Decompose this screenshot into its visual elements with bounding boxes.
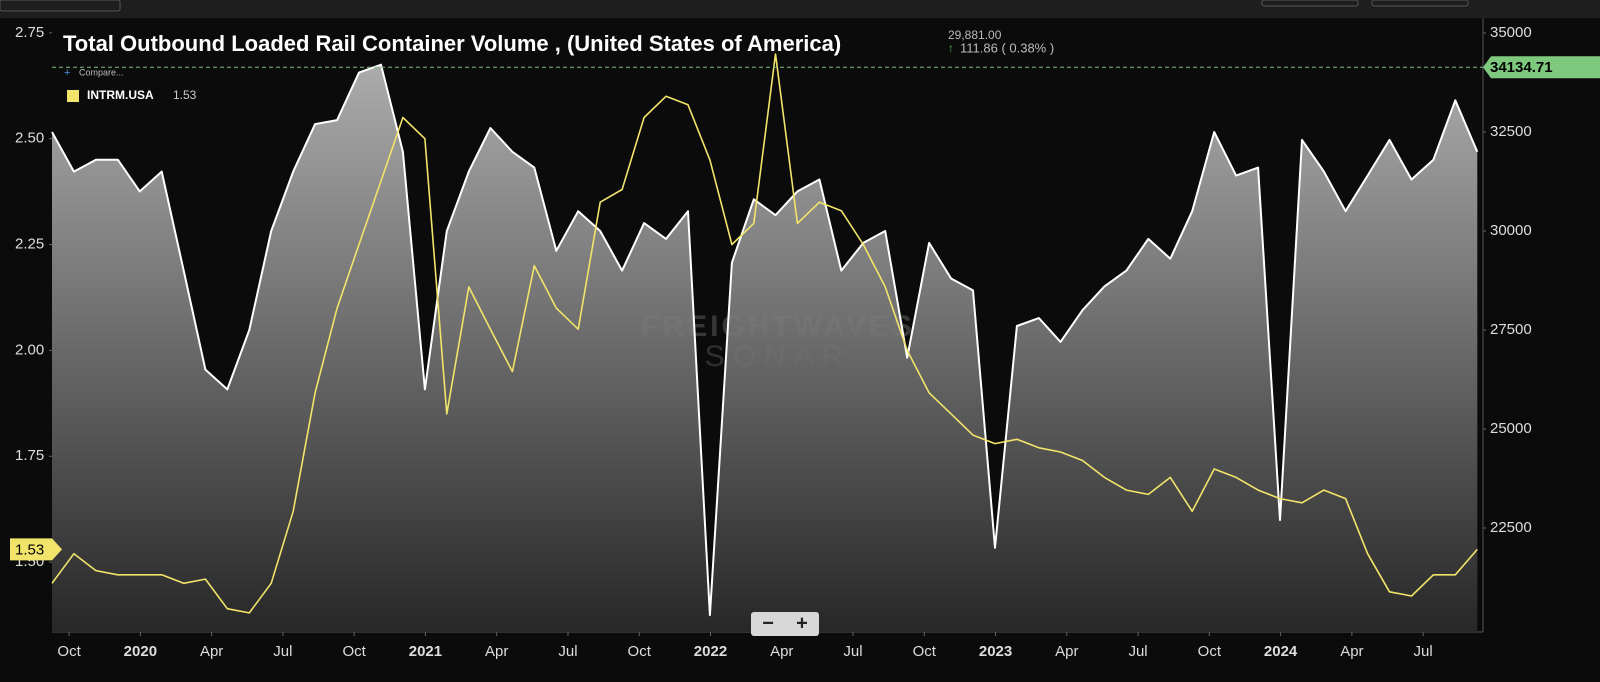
x-tick-label: Jul xyxy=(1128,643,1147,660)
x-tick-label: 2023 xyxy=(979,643,1012,660)
x-tick-label: 2022 xyxy=(694,643,727,660)
y2-tick-label: 32500 xyxy=(1490,123,1532,140)
legend-name: INTRM.USA xyxy=(87,88,154,102)
y2-tick-label: 30000 xyxy=(1490,222,1532,239)
compare-label[interactable]: Compare... xyxy=(79,67,124,77)
x-tick-label: Apr xyxy=(1340,643,1363,660)
top-bar xyxy=(0,0,1600,18)
toolbar-button[interactable] xyxy=(0,0,121,12)
reference-tag xyxy=(1483,56,1600,79)
x-tick-label: Jul xyxy=(843,643,862,660)
zoom-in[interactable]: + xyxy=(796,612,808,634)
reference-label: 34134.71 xyxy=(1490,59,1553,76)
y-tick-label: 1.75 xyxy=(15,447,44,464)
y-tick-label: 2.50 xyxy=(15,130,44,147)
header-value: 29,881.00 xyxy=(948,28,1002,42)
plot-area: 1.501.752.002.252.502.752250025000275003… xyxy=(10,18,1600,660)
line xyxy=(51,53,1478,614)
compare-icon[interactable]: + xyxy=(64,67,70,79)
chart-title: Total Outbound Loaded Rail Container Vol… xyxy=(63,31,841,56)
y2-tick-label: 27500 xyxy=(1490,321,1532,338)
x-tick-label: Apr xyxy=(200,643,223,660)
toolbar-button[interactable] xyxy=(1371,0,1469,7)
x-tick-label: Jul xyxy=(1414,643,1433,660)
y2-tick-label: 35000 xyxy=(1490,24,1532,41)
zoom-control xyxy=(751,612,819,636)
zoom-out[interactable]: − xyxy=(762,612,774,634)
y-tick-label: 2.25 xyxy=(15,236,44,253)
x-tick-label: 2020 xyxy=(124,643,157,660)
toolbar-button[interactable] xyxy=(1261,0,1359,7)
x-tick-label: Oct xyxy=(913,643,937,660)
x-tick-label: Oct xyxy=(342,643,366,660)
x-tick-label: Oct xyxy=(1198,643,1222,660)
y-tick-label: 2.00 xyxy=(15,341,44,358)
header-change: 111.86 ( 0.38% ) xyxy=(960,40,1054,55)
y2-tick-label: 22500 xyxy=(1490,519,1532,536)
header-arrow: ↑ xyxy=(948,41,954,55)
x-tick-label: Apr xyxy=(485,643,508,660)
y2-tick-label: 25000 xyxy=(1490,420,1532,437)
x-tick-label: Apr xyxy=(1055,643,1078,660)
x-tick-label: Jul xyxy=(558,643,577,660)
x-tick-label: Oct xyxy=(628,643,652,660)
value-tag xyxy=(10,538,62,561)
x-tick-label: 2024 xyxy=(1264,643,1298,660)
x-tick-label: 2021 xyxy=(409,643,442,660)
x-tick-label: Oct xyxy=(57,643,81,660)
x-tick-label: Jul xyxy=(273,643,292,660)
line xyxy=(51,63,1479,617)
legend-value: 1.53 xyxy=(173,88,197,102)
value-tag-label: 1.53 xyxy=(15,541,44,558)
y-tick-label: 2.75 xyxy=(15,24,44,41)
area xyxy=(52,64,1478,632)
x-tick-label: Apr xyxy=(770,643,793,660)
legend-swatch xyxy=(67,90,79,102)
